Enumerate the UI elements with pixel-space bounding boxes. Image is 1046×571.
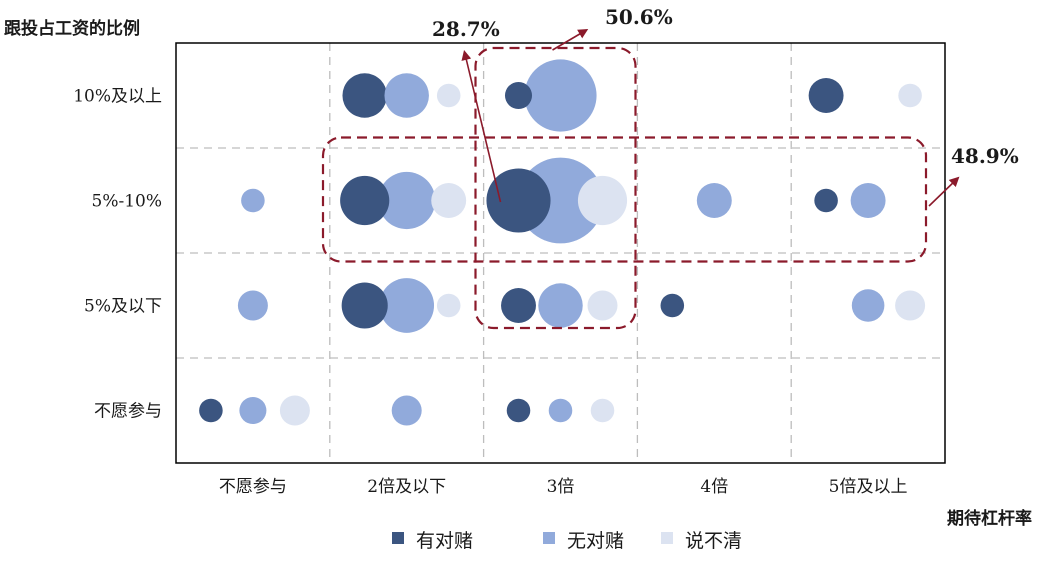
axis-labels: 不愿参与 2倍及以下 3倍 4倍 5倍及以上 不愿参与 5%及以下 5%-10% 10%及以上 (73, 87, 907, 498)
x-tick-label: 4倍 (700, 477, 728, 497)
bubble-point (199, 398, 223, 423)
y-tick-label: 5%及以下 (84, 297, 162, 317)
bubble-point (851, 289, 885, 322)
bubble-point (237, 290, 268, 321)
bubble-point (384, 73, 429, 118)
bubble-point (850, 183, 886, 218)
bubble-point (524, 59, 597, 132)
bubble-point (577, 175, 628, 226)
plot-frame (175, 42, 946, 464)
bubble-point (548, 398, 573, 423)
bubble-point (279, 395, 310, 426)
x-tick-label: 2倍及以下 (367, 477, 446, 497)
y-tick-label: 不愿参与 (94, 402, 162, 422)
bubble-point (660, 293, 685, 318)
bubble-point (501, 288, 536, 323)
legend-swatch (661, 532, 673, 544)
annotation-arrow-50-6 (552, 28, 589, 51)
bubble-point (431, 183, 467, 218)
bubble-point (808, 78, 844, 113)
bubble-point (241, 188, 265, 213)
x-axis-title: 期待杠杆率 (947, 508, 1032, 529)
y-tick-label: 10%及以上 (73, 87, 162, 107)
bubble-point (486, 168, 551, 233)
legend-label: 说不清 (685, 530, 742, 552)
bubble-point (696, 183, 732, 218)
annotation-label-48-9: 48.9% (951, 144, 1019, 168)
bubble-point (340, 175, 390, 226)
bubbles (199, 59, 926, 426)
bubble-point (895, 290, 926, 321)
bubble-point (898, 83, 922, 108)
highlight-box-3x-column (474, 46, 637, 330)
legend-swatch (543, 532, 555, 544)
legend: 有对赌 无对赌 说不清 (392, 530, 742, 552)
grid-lines (176, 43, 945, 463)
bubble-point (436, 293, 461, 318)
bubble-point (391, 395, 422, 426)
bubble-point (590, 398, 615, 423)
x-tick-label: 不愿参与 (219, 477, 287, 497)
bubble-point (436, 83, 461, 108)
annotation-label-50-6: 50.6% (605, 5, 673, 29)
bubble-point (239, 396, 267, 425)
bubble-point (504, 81, 533, 110)
y-tick-label: 5%-10% (92, 192, 163, 212)
x-tick-label: 5倍及以上 (829, 477, 908, 497)
highlight-boxes (321, 28, 960, 330)
legend-label: 无对赌 (567, 530, 624, 552)
legend-swatch (392, 532, 404, 544)
x-tick-label: 3倍 (547, 477, 575, 497)
bubble-point (341, 282, 388, 329)
annotation-label-28-7: 28.7% (432, 17, 500, 41)
annotation-arrow-48-9 (928, 176, 960, 207)
bubble-point (506, 398, 531, 423)
highlight-box-5-10-row (321, 136, 928, 263)
bubble-point (587, 290, 618, 321)
legend-label: 有对赌 (416, 530, 473, 552)
y-axis-title: 跟投占工资的比例 (4, 18, 140, 39)
bubble-point (814, 188, 838, 213)
bubble-point (378, 171, 436, 230)
bubble-point (342, 73, 387, 118)
annotation-arrow-28-7 (461, 50, 502, 203)
bubble-point (379, 278, 435, 333)
bubble-point (538, 283, 583, 328)
